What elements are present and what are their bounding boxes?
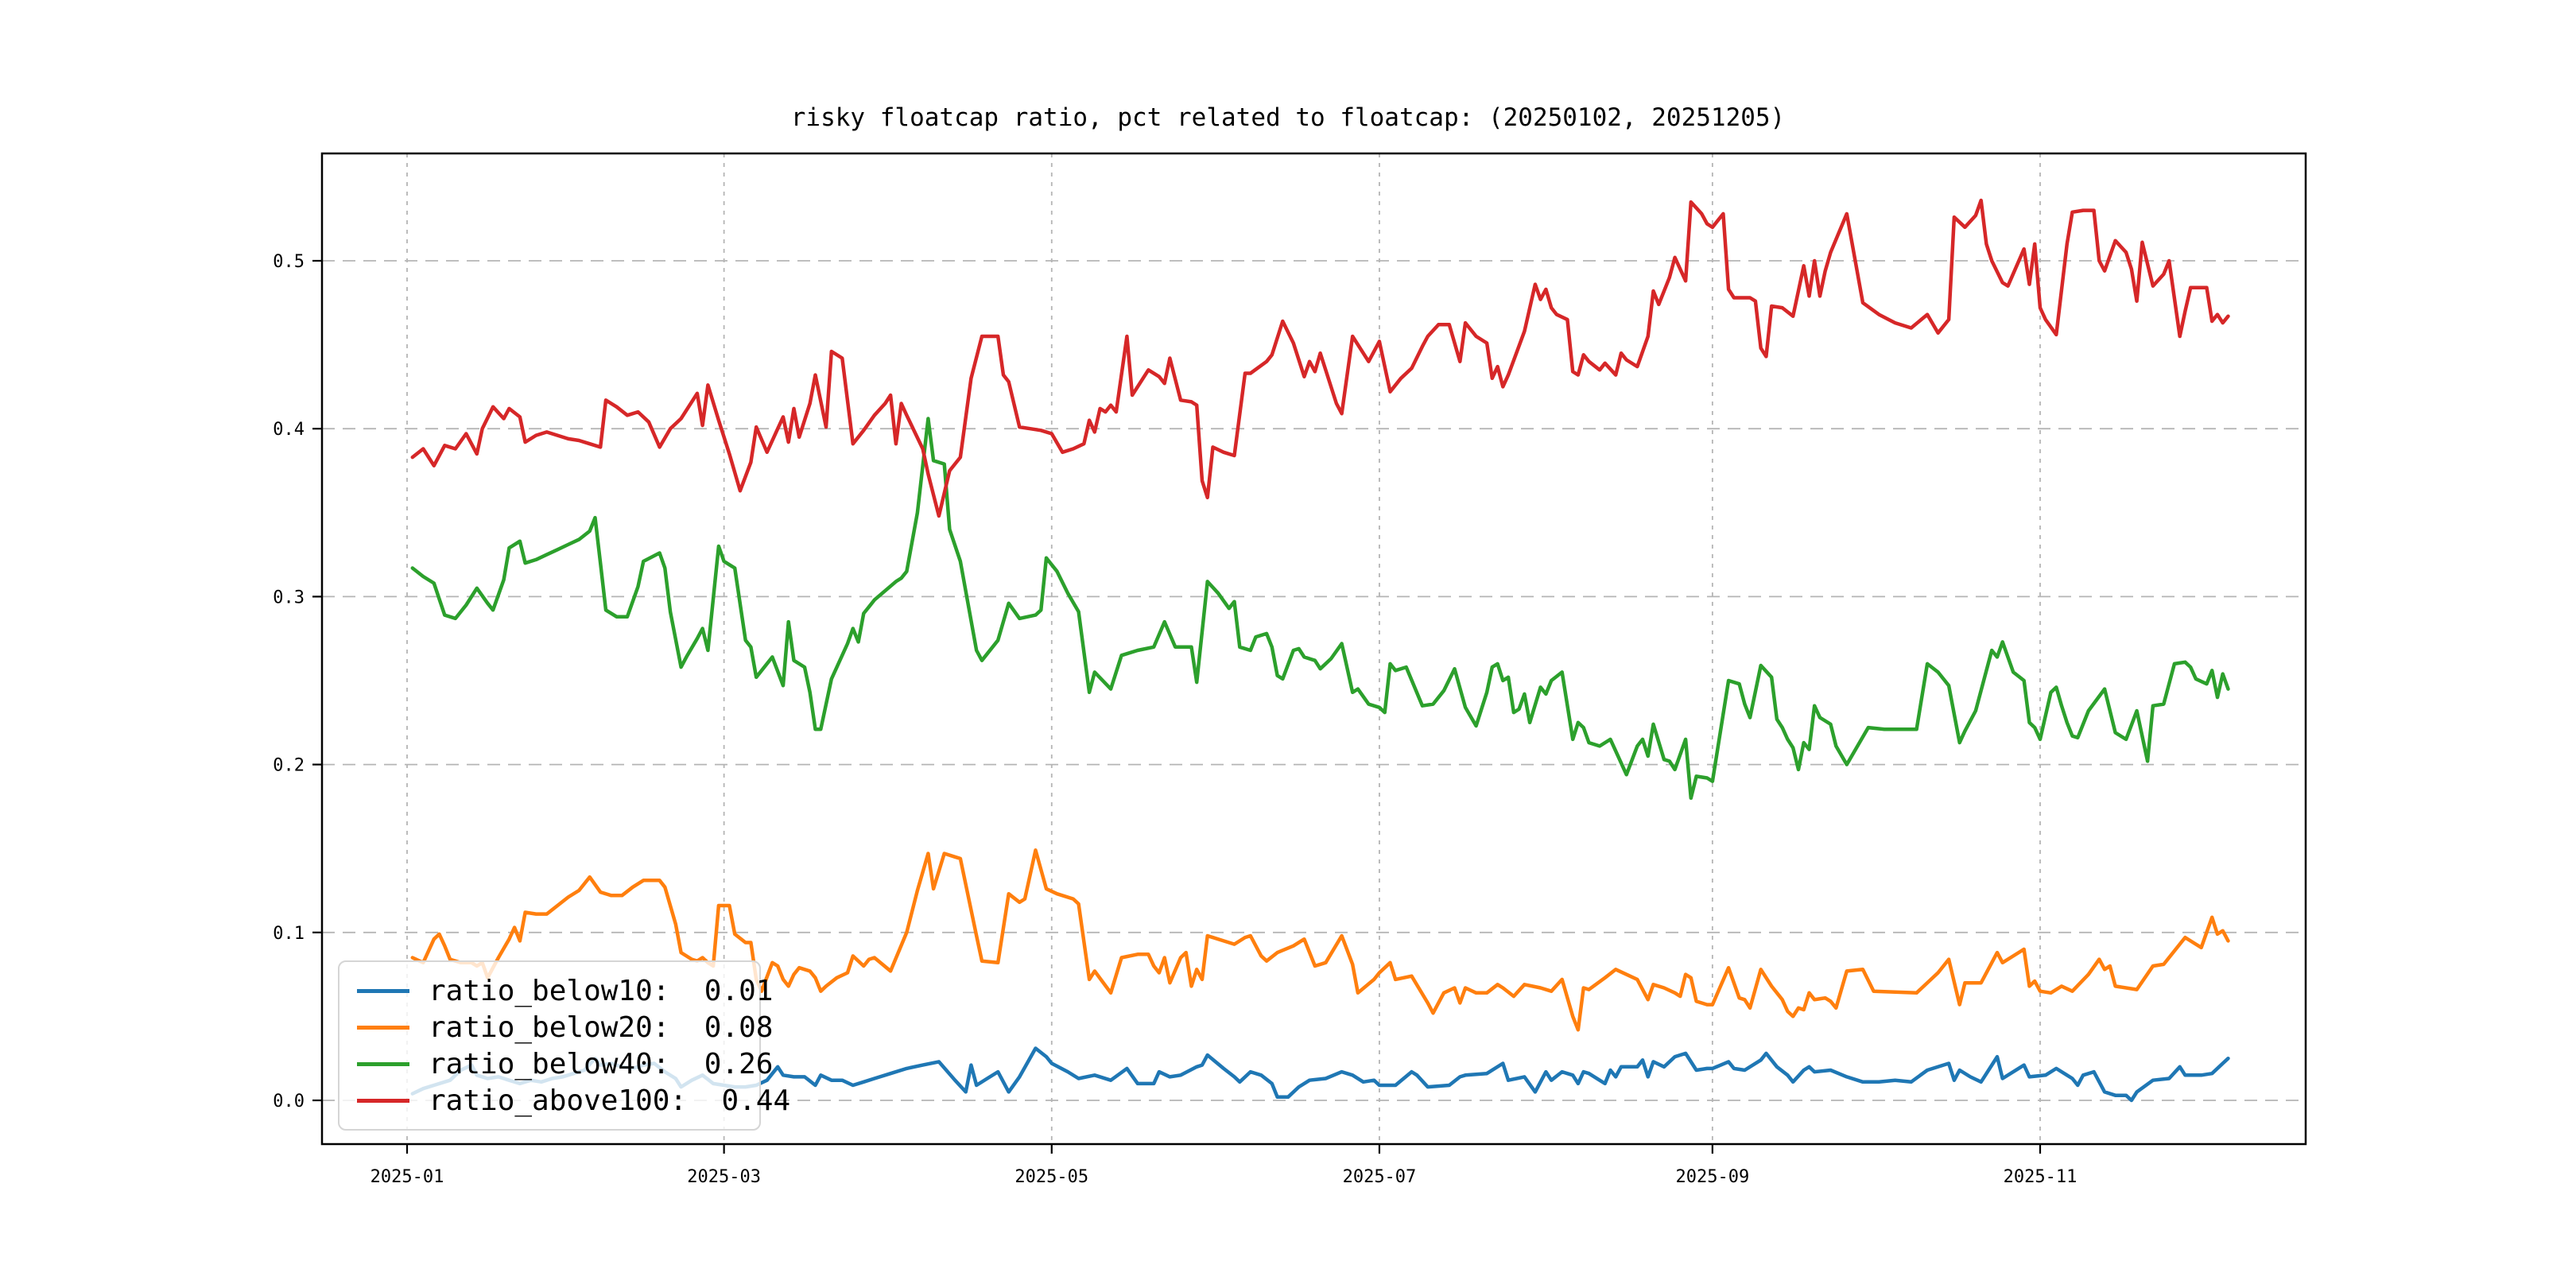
chart-title: risky floatcap ratio, pct related to flo… (790, 103, 1786, 132)
legend-line-sample-red (357, 1098, 409, 1103)
y-tick-label: 0.4 (273, 420, 305, 440)
x-tick-label: 2025-01 (370, 1167, 444, 1187)
x-tick-label: 2025-03 (687, 1167, 761, 1187)
legend-label: ratio_below10: 0.01 (429, 974, 774, 1007)
y-tick-label: 0.5 (273, 252, 305, 272)
x-tick-label: 2025-09 (1675, 1167, 1749, 1187)
y-tick-label: 0.3 (273, 588, 305, 607)
legend-item-ratio-below20: ratio_below20: 0.08 (357, 1010, 773, 1045)
axes-spines (320, 152, 2307, 1146)
series-line-ratio_below20 (410, 848, 2230, 1032)
legend-label: ratio_above100: 0.44 (429, 1084, 791, 1117)
legend-item-ratio-below40: ratio_below40: 0.26 (357, 1046, 773, 1081)
y-tick-label: 0.1 (273, 924, 305, 944)
legend-line-sample-green (357, 1061, 409, 1066)
legend-label: ratio_below40: 0.26 (429, 1047, 774, 1080)
legend-item-ratio-above100: ratio_above100: 0.44 (357, 1083, 790, 1118)
legend-label: ratio_below20: 0.08 (429, 1011, 774, 1044)
x-tick-label: 2025-05 (1014, 1167, 1088, 1187)
legend-box: ratio_below10: 0.01 ratio_below20: 0.08 … (338, 960, 790, 1131)
legend-line-sample-orange (357, 1025, 409, 1030)
legend-line-sample-blue (357, 988, 409, 993)
y-tick-label: 0.0 (273, 1092, 305, 1111)
x-tick-label: 2025-07 (1343, 1167, 1417, 1187)
x-tick-label: 2025-11 (2004, 1167, 2077, 1187)
series-line-ratio_above100 (410, 198, 2230, 518)
y-tick-label: 0.2 (273, 756, 305, 776)
series-line-ratio_below40 (410, 417, 2230, 801)
legend-item-ratio-below10: ratio_below10: 0.01 (357, 973, 773, 1008)
